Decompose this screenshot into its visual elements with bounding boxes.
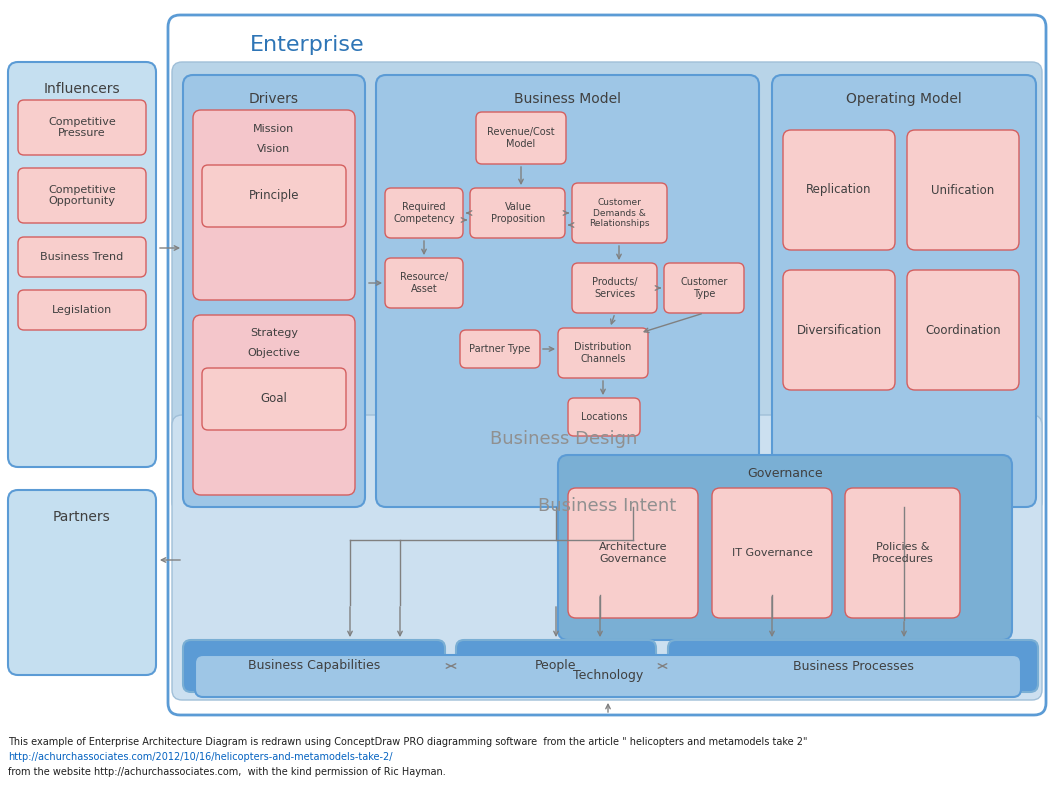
FancyBboxPatch shape bbox=[712, 488, 832, 618]
Text: Required
Competency: Required Competency bbox=[393, 202, 455, 224]
Text: Principle: Principle bbox=[249, 190, 299, 202]
FancyBboxPatch shape bbox=[193, 110, 355, 300]
Text: http://achurchassociates.com/2012/10/16/helicopters-and-metamodels-take-2/: http://achurchassociates.com/2012/10/16/… bbox=[8, 752, 393, 762]
Text: Legislation: Legislation bbox=[52, 305, 112, 315]
Text: Business Processes: Business Processes bbox=[793, 660, 913, 673]
FancyBboxPatch shape bbox=[202, 368, 346, 430]
FancyBboxPatch shape bbox=[782, 130, 895, 250]
FancyBboxPatch shape bbox=[376, 75, 759, 507]
FancyBboxPatch shape bbox=[8, 62, 156, 467]
Text: Locations: Locations bbox=[581, 412, 627, 422]
FancyBboxPatch shape bbox=[470, 188, 565, 238]
Text: Competitive
Opportunity: Competitive Opportunity bbox=[49, 185, 116, 206]
FancyBboxPatch shape bbox=[572, 263, 657, 313]
Text: Partner Type: Partner Type bbox=[469, 344, 530, 354]
Text: Distribution
Channels: Distribution Channels bbox=[574, 342, 631, 364]
Text: Objective: Objective bbox=[247, 348, 301, 358]
Text: Customer
Type: Customer Type bbox=[680, 277, 728, 299]
FancyBboxPatch shape bbox=[168, 15, 1046, 715]
FancyBboxPatch shape bbox=[572, 183, 667, 243]
FancyBboxPatch shape bbox=[172, 62, 1042, 512]
FancyBboxPatch shape bbox=[18, 100, 146, 155]
FancyBboxPatch shape bbox=[202, 165, 346, 227]
FancyBboxPatch shape bbox=[18, 290, 146, 330]
Text: Business Model: Business Model bbox=[513, 92, 621, 106]
Text: Enterprise: Enterprise bbox=[250, 35, 364, 55]
Text: Operating Model: Operating Model bbox=[846, 92, 962, 106]
Text: Architecture
Governance: Architecture Governance bbox=[599, 542, 667, 564]
Text: Coordination: Coordination bbox=[925, 323, 1001, 337]
Text: Influencers: Influencers bbox=[43, 82, 120, 96]
Text: Products/
Services: Products/ Services bbox=[592, 277, 638, 299]
Text: People: People bbox=[535, 660, 577, 673]
Text: Replication: Replication bbox=[806, 183, 872, 196]
Text: Governance: Governance bbox=[748, 467, 823, 480]
FancyBboxPatch shape bbox=[907, 270, 1019, 390]
Text: Strategy: Strategy bbox=[250, 328, 298, 338]
Text: Resource/
Asset: Resource/ Asset bbox=[400, 272, 448, 294]
FancyBboxPatch shape bbox=[18, 237, 146, 277]
FancyBboxPatch shape bbox=[460, 330, 540, 368]
FancyBboxPatch shape bbox=[183, 640, 445, 692]
Text: Business Capabilities: Business Capabilities bbox=[248, 660, 380, 673]
FancyBboxPatch shape bbox=[558, 455, 1012, 640]
FancyBboxPatch shape bbox=[558, 328, 648, 378]
FancyBboxPatch shape bbox=[385, 188, 463, 238]
FancyBboxPatch shape bbox=[8, 490, 156, 675]
FancyBboxPatch shape bbox=[845, 488, 960, 618]
FancyBboxPatch shape bbox=[568, 398, 640, 436]
Text: This example of Enterprise Architecture Diagram is redrawn using ConceptDraw PRO: This example of Enterprise Architecture … bbox=[8, 737, 808, 747]
FancyBboxPatch shape bbox=[385, 258, 463, 308]
FancyBboxPatch shape bbox=[193, 315, 355, 495]
Text: Business Design: Business Design bbox=[490, 430, 638, 448]
FancyBboxPatch shape bbox=[782, 270, 895, 390]
Text: Partners: Partners bbox=[53, 510, 111, 524]
FancyBboxPatch shape bbox=[568, 488, 698, 618]
FancyBboxPatch shape bbox=[668, 640, 1038, 692]
Text: from the website http://achurchassociates.com,  with the kind permission of Ric : from the website http://achurchassociate… bbox=[8, 767, 446, 777]
FancyBboxPatch shape bbox=[664, 263, 744, 313]
FancyBboxPatch shape bbox=[772, 75, 1036, 507]
Text: Goal: Goal bbox=[261, 392, 287, 406]
Text: Technology: Technology bbox=[572, 669, 643, 683]
Text: Competitive
Pressure: Competitive Pressure bbox=[49, 117, 116, 138]
Text: Business Intent: Business Intent bbox=[538, 497, 676, 515]
FancyBboxPatch shape bbox=[456, 640, 656, 692]
Text: Vision: Vision bbox=[258, 144, 290, 154]
FancyBboxPatch shape bbox=[907, 130, 1019, 250]
Text: Policies &
Procedures: Policies & Procedures bbox=[871, 542, 934, 564]
FancyBboxPatch shape bbox=[18, 168, 146, 223]
Text: Value
Proposition: Value Proposition bbox=[491, 202, 545, 224]
Text: Customer
Demands &
Relationships: Customer Demands & Relationships bbox=[589, 198, 649, 228]
FancyBboxPatch shape bbox=[172, 415, 1042, 700]
Text: Drivers: Drivers bbox=[249, 92, 299, 106]
FancyBboxPatch shape bbox=[183, 75, 365, 507]
FancyBboxPatch shape bbox=[195, 655, 1021, 697]
Text: Unification: Unification bbox=[931, 183, 995, 196]
FancyBboxPatch shape bbox=[476, 112, 566, 164]
Text: Revenue/Cost
Model: Revenue/Cost Model bbox=[487, 127, 554, 148]
Text: Mission: Mission bbox=[253, 124, 295, 134]
Text: Business Trend: Business Trend bbox=[40, 252, 124, 262]
Text: Diversification: Diversification bbox=[796, 323, 882, 337]
Text: IT Governance: IT Governance bbox=[732, 548, 812, 558]
